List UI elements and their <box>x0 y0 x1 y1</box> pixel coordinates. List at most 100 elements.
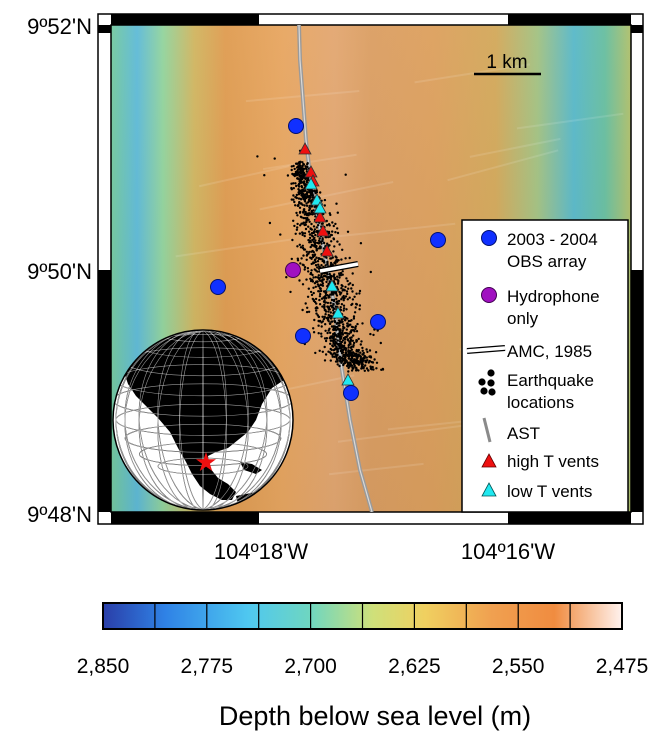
earthquake-point <box>318 265 321 268</box>
earthquake-point <box>308 236 312 240</box>
earthquake-point <box>319 191 322 194</box>
earthquake-point <box>349 362 352 366</box>
earthquake-point <box>324 301 327 304</box>
earthquake-point <box>321 320 324 323</box>
earthquake-point <box>344 257 347 260</box>
earthquake-point <box>340 340 343 344</box>
earthquake-point <box>346 292 349 296</box>
earthquake-point <box>352 345 355 348</box>
earthquake-point <box>343 341 347 344</box>
earthquake-point <box>323 198 327 202</box>
earthquake-point <box>360 367 363 370</box>
earthquake-point <box>300 184 303 188</box>
earthquake-point <box>298 182 301 185</box>
earthquake-point <box>314 264 318 267</box>
earthquake-point <box>321 350 324 353</box>
earthquake-point <box>325 236 328 239</box>
earthquake-point <box>345 290 349 293</box>
earthquake-point <box>351 351 355 354</box>
earthquake-point <box>365 359 369 362</box>
earthquake-point <box>324 294 328 297</box>
earthquake-point <box>299 198 303 201</box>
earthquake-point <box>349 331 352 334</box>
legend-quake-label-2: locations <box>507 393 574 412</box>
earthquake-point <box>365 356 368 359</box>
earthquake-point <box>341 329 344 332</box>
legend-hydrophone-label-2: only <box>507 309 539 328</box>
earthquake-point <box>349 349 352 353</box>
earthquake-point <box>357 363 361 366</box>
earthquake-point <box>310 250 313 253</box>
earthquake-point <box>301 196 305 199</box>
earthquake-point <box>332 328 336 332</box>
earthquake-point <box>317 332 320 335</box>
high-t-vent <box>320 244 334 257</box>
earthquake-point <box>301 231 304 234</box>
earthquake-point <box>300 257 303 260</box>
earthquake-point <box>315 247 318 250</box>
earthquake-point <box>339 320 342 323</box>
earthquake-point <box>332 325 336 328</box>
earthquake-point <box>299 180 303 183</box>
earthquake-point <box>338 355 342 358</box>
earthquake-point <box>342 323 345 326</box>
earthquake-point <box>333 245 336 248</box>
earthquake-point <box>332 299 336 303</box>
earthquake-point <box>328 272 331 276</box>
earthquake-point <box>302 254 305 257</box>
earthquake-point <box>317 274 320 277</box>
earthquake-point <box>321 258 324 261</box>
earthquake-point <box>321 284 325 287</box>
earthquake-point <box>338 243 341 246</box>
earthquake-point <box>310 293 314 297</box>
earthquake-point <box>307 214 310 217</box>
earthquake-point <box>315 244 318 248</box>
earthquake-point <box>327 329 330 332</box>
earthquake-point <box>328 212 331 215</box>
obs-station <box>430 232 446 248</box>
earthquake-point <box>317 257 321 260</box>
earthquake-point <box>311 253 314 257</box>
earthquake-point <box>344 173 347 176</box>
earthquake-point <box>362 359 365 362</box>
earthquake-point <box>268 221 272 225</box>
earthquake-point <box>305 181 309 184</box>
earthquake-point <box>365 348 368 351</box>
earthquake-point <box>338 329 341 332</box>
earthquake-point <box>346 363 350 366</box>
earthquake-point <box>333 332 336 335</box>
earthquake-point <box>348 256 351 260</box>
earthquake-point <box>330 291 334 294</box>
earthquake-point <box>303 248 307 251</box>
earthquake-point <box>286 174 290 177</box>
earthquake-point <box>296 245 299 248</box>
legend-obs-symbol <box>481 230 497 246</box>
earthquake-point <box>362 351 365 355</box>
earthquake-point <box>312 298 315 301</box>
earthquake-point <box>344 295 348 298</box>
earthquake-point <box>373 358 376 361</box>
earthquake-point <box>345 336 348 339</box>
earthquake-point <box>326 331 329 335</box>
earthquake-point <box>341 320 344 323</box>
earthquake-point <box>331 221 334 224</box>
earthquake-point <box>358 304 362 307</box>
earthquake-point <box>332 275 335 278</box>
earthquake-point <box>333 278 337 281</box>
earthquake-point <box>307 212 311 215</box>
earthquake-point <box>304 210 307 214</box>
earthquake-point <box>364 360 367 364</box>
earthquake-point <box>334 353 337 356</box>
earthquake-point <box>294 204 297 207</box>
earthquake-point <box>375 367 378 370</box>
earthquake-point <box>336 282 340 285</box>
earthquake-point <box>312 286 315 289</box>
earthquake-point <box>343 353 346 357</box>
earthquake-point <box>324 292 327 295</box>
earthquake-point <box>312 251 315 254</box>
earthquake-point <box>347 287 350 290</box>
earthquake-point <box>320 332 323 335</box>
earthquake-point <box>360 365 364 368</box>
earthquake-point <box>359 355 362 358</box>
earthquake-point <box>302 171 306 175</box>
